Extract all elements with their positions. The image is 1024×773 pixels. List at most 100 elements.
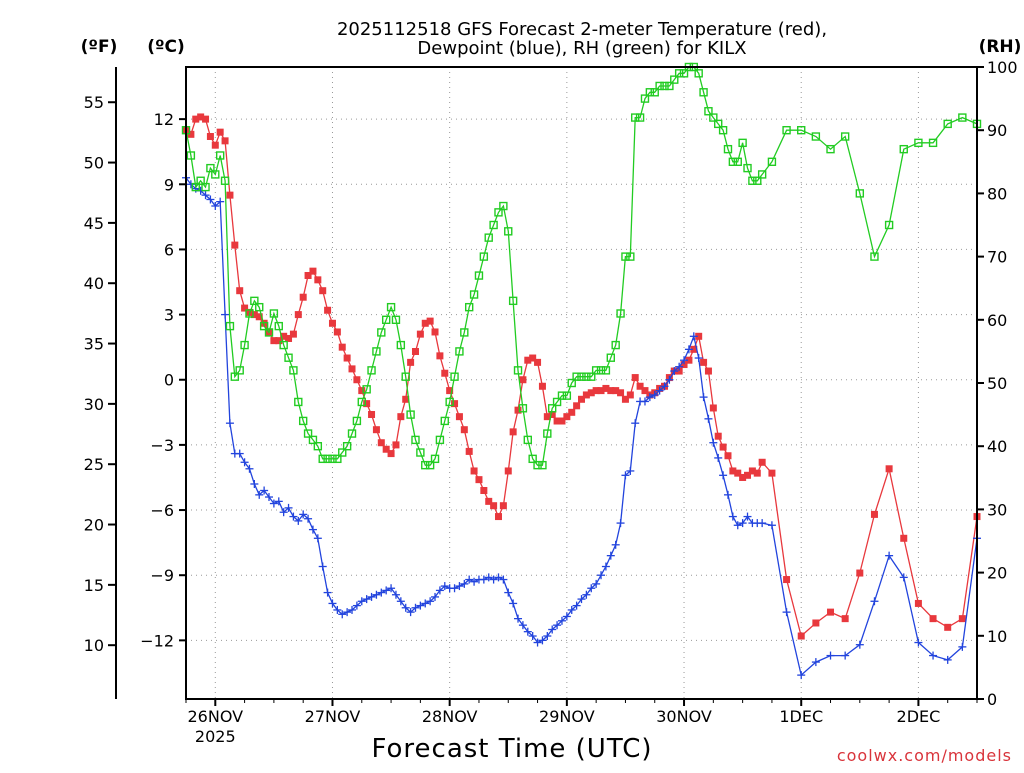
temperature-point	[451, 400, 459, 408]
dewpoint-point	[577, 595, 586, 604]
plot-frame	[185, 66, 978, 700]
rh-point	[303, 429, 313, 438]
x-tick-label: 29NOV	[539, 707, 595, 726]
dewpoint-point	[611, 540, 620, 549]
dewpoint-point	[348, 605, 357, 614]
temperature-point	[211, 141, 219, 149]
temperature-point	[187, 130, 195, 138]
dewpoint-point	[396, 597, 405, 606]
rh-point	[640, 94, 650, 103]
temperature-point	[592, 387, 600, 395]
rh-point	[679, 69, 689, 78]
rh-point	[504, 227, 513, 236]
temperature-point	[578, 395, 585, 403]
dewpoint-point	[240, 458, 249, 467]
dewpoint-point	[728, 512, 737, 521]
temperature-point	[783, 576, 791, 584]
temperature-point	[680, 361, 688, 369]
rh-point	[958, 113, 967, 122]
dewpoint-point	[387, 584, 396, 593]
dewpoint-point	[216, 197, 225, 206]
temperature-point	[236, 287, 244, 295]
dewpoint-point	[543, 632, 552, 641]
fahrenheit-tick-label: 25	[84, 455, 104, 474]
dewpoint-point	[499, 575, 508, 584]
temperature-point	[475, 476, 483, 484]
dewpoint-point	[670, 367, 679, 376]
rh-point	[333, 454, 342, 464]
rh-point	[943, 119, 952, 129]
rh-point	[694, 69, 703, 78]
rh-point	[533, 460, 542, 470]
gridlines	[186, 67, 977, 699]
rh-point	[469, 290, 479, 299]
rh-point	[391, 315, 401, 324]
rh-point	[416, 448, 425, 457]
dewpoint-point	[406, 608, 415, 617]
temperature-point	[734, 469, 742, 477]
credit-text: coolwx.com/models	[837, 746, 1012, 765]
dewpoint-point	[533, 638, 542, 647]
rh-point	[738, 138, 747, 148]
temperature-point	[446, 387, 454, 395]
rh-point	[914, 138, 923, 148]
x-tick-label: 30NOV	[656, 707, 712, 726]
temperature-point	[407, 358, 415, 366]
temperature-point	[626, 391, 634, 399]
dewpoint-point	[377, 588, 386, 597]
temperature-point	[690, 345, 698, 353]
dewpoint-point	[714, 453, 723, 462]
celsius-tick-label: 0	[164, 371, 174, 390]
rh-point	[396, 340, 406, 350]
rh-point	[259, 321, 269, 331]
rh-point	[499, 201, 508, 211]
rh-tick-label: 0	[987, 690, 997, 709]
dewpoint-point	[567, 605, 576, 614]
temperature-point	[529, 354, 537, 362]
temperature-point	[582, 391, 590, 399]
dewpoint-point	[782, 608, 791, 617]
rh-point	[284, 353, 293, 362]
temperature-point	[382, 445, 390, 453]
temperature-point	[328, 319, 336, 327]
celsius-tick-label: −6	[150, 501, 174, 520]
fahrenheit-tick-label: 55	[84, 93, 104, 112]
x-tick-label: 28NOV	[422, 707, 478, 726]
dewpoint-point	[616, 519, 625, 528]
dewpoint-point	[562, 612, 571, 621]
temperature-point	[289, 330, 297, 338]
dewpoint-point	[494, 573, 503, 582]
dewpoint-point	[528, 632, 537, 641]
rh-point	[318, 454, 327, 464]
temperature-point	[719, 443, 727, 451]
rh-point	[557, 391, 567, 400]
temperature-point	[387, 450, 395, 458]
rh-point	[572, 372, 581, 381]
dewpoint-point	[313, 534, 322, 543]
rh-point	[606, 353, 615, 362]
rh-point	[855, 189, 865, 198]
rh-point	[342, 442, 352, 451]
dewpoint-point	[914, 638, 923, 647]
dewpoint-point	[328, 599, 337, 608]
rh-point	[381, 315, 391, 324]
rh-point	[430, 454, 440, 464]
temperature-point	[206, 132, 214, 140]
rh-point	[811, 132, 821, 141]
rh-point	[899, 144, 908, 154]
dewpoint-point	[289, 512, 298, 521]
dewpoint-point	[684, 345, 693, 354]
temperature-point	[455, 413, 463, 421]
dewpoint-point	[304, 514, 313, 523]
dewpoint-point	[201, 191, 210, 200]
series-layer	[181, 62, 982, 680]
rh-point	[670, 75, 679, 84]
temperature-point	[255, 313, 263, 321]
temperature-point	[827, 608, 835, 616]
dewpoint-point	[523, 627, 532, 636]
rh-point	[626, 252, 635, 261]
dewpoint-point	[211, 201, 220, 210]
temperature-point	[377, 439, 385, 447]
temperature-point	[397, 413, 405, 421]
temperature-point	[285, 334, 293, 342]
